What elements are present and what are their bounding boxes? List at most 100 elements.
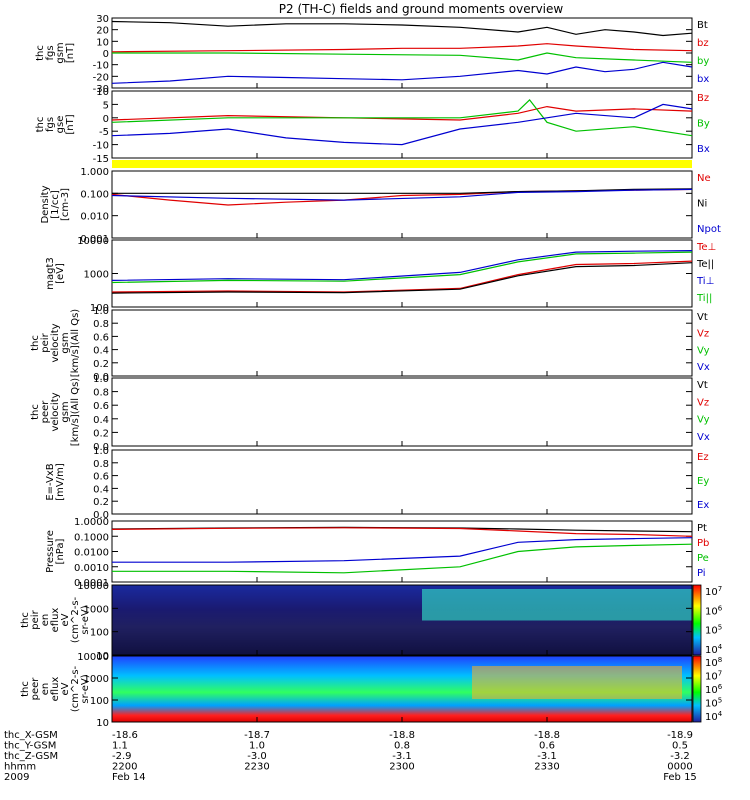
y-axis-label: Pressure [nPa] <box>45 530 66 573</box>
y-axis-label: thc peir velocity gsm [km/s](All Qs) <box>30 309 81 377</box>
series-line-Pi <box>112 537 693 563</box>
y-axis-label-line: peir <box>40 332 51 352</box>
panel-temperature: 10000 1000 100 magt3 [eV] Te⊥ Te|| Ti⊥ Ti|| <box>45 236 716 314</box>
y-axis-label-line: en <box>40 683 51 696</box>
footer-value: -18.8 <box>389 730 415 741</box>
y-tick-label: 10 <box>96 87 109 98</box>
panel-peir_spec: 107 106 105 104 10000 1000 100 10 thc peir en eflux… <box>20 581 723 662</box>
colorbar-scale <box>692 655 702 723</box>
footer-value: 0.6 <box>539 741 555 752</box>
y-tick-label: 0.0 <box>93 442 109 453</box>
y-tick-label: 10 <box>96 718 109 729</box>
footer-value: -18.9 <box>667 730 693 741</box>
legend-entry: Vt <box>697 312 708 323</box>
y-axis-label-line: [mV/m] <box>55 463 66 501</box>
series-line-Bt <box>111 20 693 37</box>
panel-fgs_gse: 10 5 0 -5 -10 -15 thc fgs gse [nT] Bz By Bx <box>35 87 710 165</box>
y-tick-label: 0.4 <box>93 484 109 495</box>
legend-entry: Pt <box>697 523 707 534</box>
y-tick-label: 0.001 <box>80 234 109 245</box>
y-tick-label: 100 <box>90 628 109 639</box>
y-axis-label: thc peir en eflux eV (cm^2-s-sr-eV) <box>20 596 91 643</box>
legend-entry: Vy <box>697 415 710 426</box>
spectrogram-active-region <box>422 589 692 621</box>
panel-frame <box>111 309 693 377</box>
colorbar-label: 107 <box>705 585 722 598</box>
y-tick-label: 30 <box>96 14 109 25</box>
legend-entry: Vx <box>697 432 710 443</box>
y-tick-label: -10 <box>93 61 109 72</box>
legend-entry: Bt <box>697 20 708 31</box>
y-tick-label: -5 <box>99 127 109 138</box>
y-tick-label: 0.0001 <box>74 578 109 589</box>
y-axis-label-line: thc <box>35 45 46 61</box>
footer-value: 2300 <box>389 762 414 773</box>
y-tick-label: 100 <box>90 696 109 707</box>
spectrogram-hot-region <box>472 666 682 699</box>
footer-value: 0.5 <box>672 741 688 752</box>
y-axis-label-line: eflux <box>50 608 61 633</box>
y-axis-label: E=-VxB [mV/m] <box>45 463 66 501</box>
footer-value: -3.0 <box>247 751 267 762</box>
y-axis-label-line: (cm^2-s- <box>70 665 81 712</box>
y-tick-label: 0.8 <box>93 319 109 330</box>
panel-frame <box>111 449 693 515</box>
colorbar: 107 106 105 104 <box>692 584 723 656</box>
panel-efield: 1.0 0.8 0.60.4 0.2 0.0 E=-VxB [mV/m] Ez Ey Ex <box>45 446 709 521</box>
y-tick-label: -20 <box>93 72 109 83</box>
series-line-Ni <box>112 188 693 194</box>
y-axis-label-line: velocity <box>50 392 61 431</box>
footer-row-label: thc_Z-GSM <box>4 751 58 762</box>
series-line-Bx <box>111 103 693 146</box>
series-line-Pe <box>112 543 693 574</box>
y-tick-label: 10000 <box>77 652 109 663</box>
plot-title: P2 (TH-C) fields and ground moments over… <box>279 2 564 16</box>
series-line-Npot <box>111 188 693 201</box>
y-tick-label: 1000 <box>84 270 109 281</box>
y-axis-label: magt3 [eV] <box>45 257 66 290</box>
legend-entry: Ti⊥ <box>696 276 714 287</box>
y-tick-label: 10 <box>96 651 109 662</box>
y-axis-label-line: [nT] <box>65 114 76 134</box>
legend-entry: Ti|| <box>696 293 712 304</box>
y-axis-label: thc fgs gse [nT] <box>35 114 76 134</box>
series-line-Ti⊥ <box>111 250 693 281</box>
y-axis-label-line: [nT] <box>65 43 76 63</box>
y-tick-label: 0.4 <box>93 415 109 426</box>
legend-entry: Bx <box>697 144 710 155</box>
legend-entry: Ey <box>697 476 709 487</box>
y-axis-label-line: [cm-3] <box>60 188 71 221</box>
footer-value: 2230 <box>244 762 269 773</box>
yellow-separator-bar <box>112 160 692 168</box>
y-tick-label: 0.2 <box>93 359 109 370</box>
series-line-By <box>111 99 693 137</box>
y-tick-label: 0.8 <box>93 388 109 399</box>
legend-entry: bz <box>697 38 709 49</box>
y-tick-label: -10 <box>93 141 109 152</box>
y-axis-label-line: (cm^2-s- <box>70 596 81 643</box>
y-tick-label: 5 <box>103 100 109 111</box>
panel-frame <box>111 170 693 239</box>
legend-entry: Vz <box>697 329 709 340</box>
y-tick-label: 0.0 <box>93 372 109 383</box>
panel-density: 1.000 0.100 0.010 0.001 Density [1/cc] [cm-3] N… <box>40 167 721 245</box>
footer-value: -3.1 <box>392 751 412 762</box>
panel-frame <box>111 377 693 447</box>
y-tick-label: -30 <box>93 84 109 95</box>
y-tick-label: 0.0010 <box>74 563 109 574</box>
y-axis-label-line: Pressure <box>45 530 56 573</box>
footer-value: 1.1 <box>112 741 128 752</box>
y-tick-label: 10000 <box>77 236 109 247</box>
footer-value: -3.1 <box>537 751 557 762</box>
legend-entry: Te|| <box>696 259 714 270</box>
colorbar-label: 104 <box>705 710 723 723</box>
panel-frame <box>111 239 693 308</box>
legend-entry: Ez <box>697 452 709 463</box>
y-tick-label: 1.0 <box>93 446 109 457</box>
y-axis-label-line: peer <box>30 677 41 701</box>
y-tick-label: 10000 <box>77 581 109 592</box>
